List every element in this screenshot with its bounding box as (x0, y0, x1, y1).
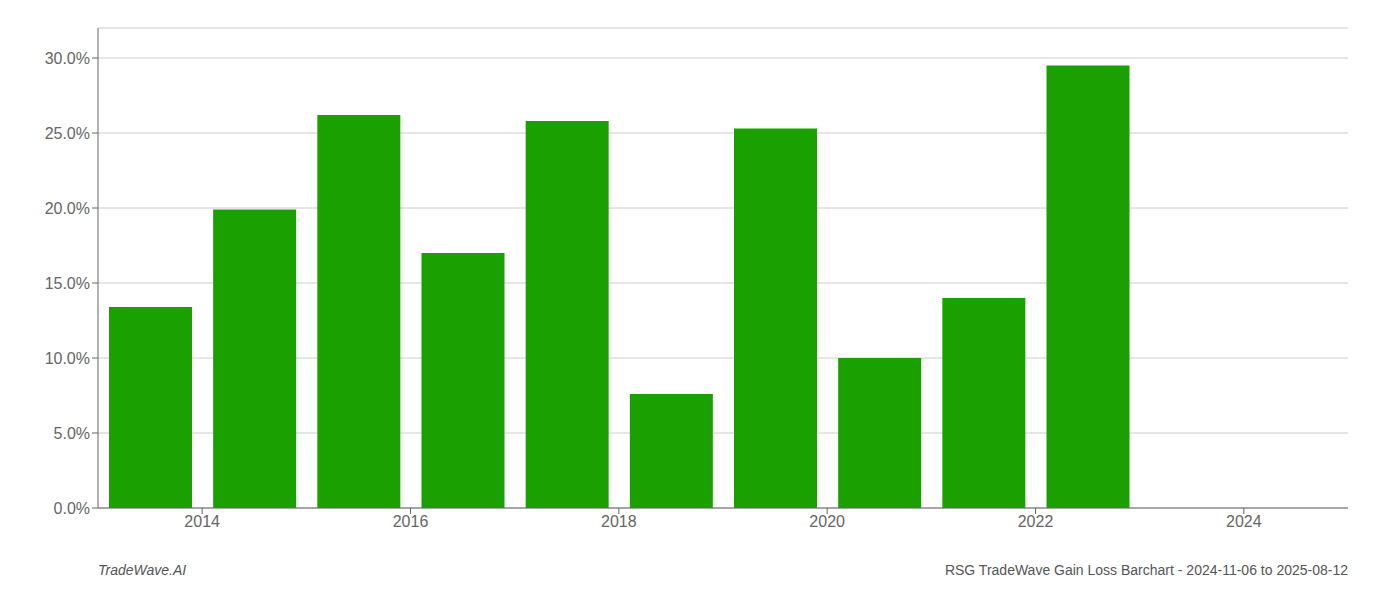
svg-text:15.0%: 15.0% (45, 275, 90, 292)
svg-text:2022: 2022 (1018, 513, 1054, 530)
svg-text:30.0%: 30.0% (45, 50, 90, 67)
html-text:RSG TradeWave Gain Loss Barcha: RSG TradeWave Gain Loss Barchart - 2024-… (944, 562, 1348, 578)
svg-text:0.0%: 0.0% (54, 500, 90, 517)
svg-text:5.0%: 5.0% (54, 425, 90, 442)
svg-text:25.0%: 25.0% (45, 125, 90, 142)
svg-text:2020: 2020 (809, 513, 845, 530)
svg-text:2018: 2018 (601, 513, 637, 530)
svg-text:2024: 2024 (1226, 513, 1262, 530)
svg-text:10.0%: 10.0% (45, 350, 90, 367)
html-text:TradeWave.AI: TradeWave.AI (98, 562, 187, 578)
svg-text:2016: 2016 (393, 513, 429, 530)
svg-text:2014: 2014 (184, 513, 220, 530)
svg-text:20.0%: 20.0% (45, 200, 90, 217)
